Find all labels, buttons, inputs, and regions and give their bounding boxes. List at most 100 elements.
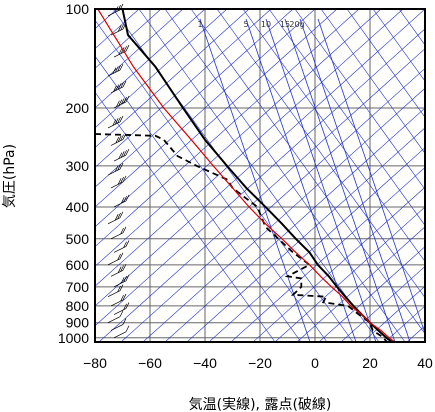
isotherm-line [142,87,425,342]
barb-flag [119,310,124,317]
barb-flag [117,178,122,185]
barb-flag [117,116,121,124]
wind-barb [110,293,127,307]
wind-barb [113,274,130,288]
mixing-ratio-labels: 1 5 10 15 20g [197,20,304,29]
y-tick-label: 100 [66,1,90,17]
mixing-ratio-line [299,18,411,342]
y-tick-label: 200 [66,100,90,116]
barb-flag [120,24,124,31]
wind-barbs [107,3,130,339]
wind-barb [107,162,124,176]
barb-flag [122,318,127,325]
isotherm-line [95,9,316,208]
isotherm-line [98,48,425,342]
barb-flag [115,84,120,91]
isotherm-line [95,9,272,168]
barb-flag [118,48,123,55]
isotherm-line [95,9,360,248]
adiabat-line [164,9,406,342]
x-tick-label: 40 [417,355,433,371]
adiabat-line [268,9,425,226]
wind-barb [110,175,127,189]
barb-flag [120,277,125,284]
mixing-ratio-line [199,18,311,342]
wind-barb [113,240,130,253]
barb-flag [125,44,130,52]
barb-flag [122,80,127,88]
y-tick-label: 600 [66,257,90,273]
mixing-ratio-line [265,18,377,342]
isotherm-line [318,246,425,342]
x-tick-labels: −80 −60 −40 −20 0 20 40 [83,355,433,371]
adiabat-line [95,91,276,342]
mixing-ratio-label: 15 [280,20,290,29]
adiabat-line [372,9,425,82]
barb-flag [117,285,121,293]
isotherm-line [296,226,425,342]
barb-flag [125,325,130,332]
barb-flag [117,164,121,171]
y-tick-label: 1000 [58,330,89,346]
y-axis-label: 気圧(hPa) [2,144,18,208]
barb-flag [117,25,122,32]
barb-flag [120,151,125,158]
adiabat-line [138,9,380,342]
wind-barb [107,211,124,225]
barb-flag [120,176,124,184]
wind-barb [107,310,124,324]
barb-shaft [113,331,127,339]
isotherm-line [95,9,162,69]
wind-barb [107,115,124,129]
isotherm-line [95,9,425,307]
barb-flag [125,302,130,309]
barb-flag [118,99,123,106]
wind-barb [107,63,124,77]
barb-flag [120,98,125,105]
isotherm-line [95,28,425,327]
x-tick-label: 20 [362,355,378,371]
isotherm-line [95,9,184,89]
barb-flag [117,253,121,261]
barb-flag [123,97,127,104]
barb-flag [117,83,122,90]
profile-lines [95,9,396,342]
x-axis-label: 気温(実線), 露点(破線) [189,397,332,412]
barb-flag [113,85,117,92]
isotherm-line [340,265,425,342]
wind-barb [107,284,124,298]
barb-flag [114,66,119,73]
barb-flag [120,294,124,302]
barb-flag [125,95,130,103]
barb-flag [122,293,127,301]
x-tick-label: 0 [311,355,319,371]
barb-flag [122,226,127,233]
wind-barb [113,302,130,315]
wind-barb [110,133,127,146]
barb-flag [117,135,122,142]
mixing-ratio-line [317,18,425,335]
mixing-ratio-label: 10 [261,20,271,29]
series-line-solid-red [97,9,396,342]
barb-flag [117,266,122,273]
adiabat-line [294,9,425,190]
barb-flag [120,227,124,235]
barb-flag [118,152,123,159]
wind-barb [113,148,130,162]
wind-barb [110,226,127,240]
barb-flag [125,148,130,156]
x-tick-label: −80 [83,355,107,371]
wind-barb [113,325,130,339]
y-tick-label: 800 [66,298,90,314]
barb-flag [120,265,124,272]
isotherm-line [95,9,206,109]
adiabat-line [95,19,328,342]
isotherm-line [252,186,425,342]
isotherm-line [164,107,425,342]
barb-flag [123,241,127,248]
barb-flag [120,134,124,141]
barb-flag [119,63,124,71]
wind-barb [110,80,127,94]
